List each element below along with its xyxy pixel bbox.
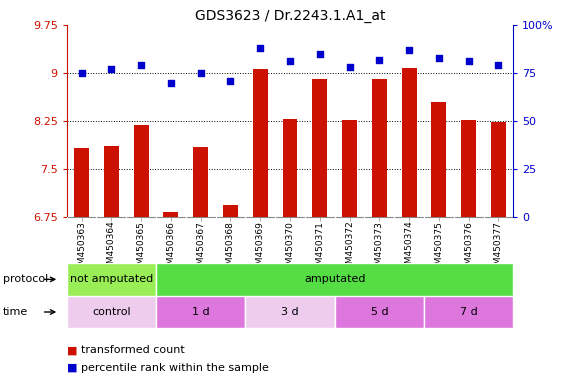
Text: GSM450365: GSM450365 bbox=[137, 221, 146, 276]
Text: amputated: amputated bbox=[304, 274, 365, 285]
Bar bbox=[335, 296, 424, 328]
Point bbox=[434, 55, 444, 61]
Bar bbox=[223, 205, 238, 217]
Point bbox=[107, 66, 116, 72]
Text: 1 d: 1 d bbox=[192, 307, 209, 317]
Text: ■: ■ bbox=[67, 345, 77, 355]
Bar bbox=[461, 120, 476, 217]
Bar bbox=[372, 79, 387, 217]
Point bbox=[464, 58, 473, 65]
Text: 3 d: 3 d bbox=[281, 307, 299, 317]
Point bbox=[136, 62, 146, 68]
Text: GSM450368: GSM450368 bbox=[226, 221, 235, 276]
Bar bbox=[74, 149, 89, 217]
Text: GSM450364: GSM450364 bbox=[107, 221, 116, 275]
Bar bbox=[312, 79, 327, 217]
Bar bbox=[164, 212, 178, 217]
Text: 7 d: 7 d bbox=[460, 307, 477, 317]
Bar bbox=[432, 102, 446, 217]
Text: control: control bbox=[92, 307, 130, 317]
Text: GSM450363: GSM450363 bbox=[77, 221, 86, 276]
Bar bbox=[133, 126, 148, 217]
Text: GSM450374: GSM450374 bbox=[405, 221, 414, 275]
Text: GSM450373: GSM450373 bbox=[375, 221, 384, 276]
Text: GSM450375: GSM450375 bbox=[434, 221, 443, 276]
Text: not amputated: not amputated bbox=[70, 274, 153, 285]
Bar bbox=[253, 69, 268, 217]
Bar bbox=[245, 296, 335, 328]
Bar bbox=[282, 119, 298, 217]
Text: percentile rank within the sample: percentile rank within the sample bbox=[81, 363, 269, 373]
Text: GSM450376: GSM450376 bbox=[464, 221, 473, 276]
Point bbox=[494, 62, 503, 68]
Text: GSM450366: GSM450366 bbox=[166, 221, 175, 276]
Text: time: time bbox=[3, 307, 28, 317]
Text: protocol: protocol bbox=[3, 274, 48, 285]
Bar bbox=[342, 120, 357, 217]
Bar bbox=[104, 146, 119, 217]
Text: GSM450369: GSM450369 bbox=[256, 221, 264, 276]
Bar bbox=[156, 296, 245, 328]
Text: GSM450367: GSM450367 bbox=[196, 221, 205, 276]
Bar bbox=[491, 122, 506, 217]
Text: 5 d: 5 d bbox=[371, 307, 388, 317]
Title: GDS3623 / Dr.2243.1.A1_at: GDS3623 / Dr.2243.1.A1_at bbox=[195, 8, 385, 23]
Point bbox=[226, 78, 235, 84]
Bar bbox=[193, 147, 208, 217]
Point bbox=[404, 47, 414, 53]
Point bbox=[345, 64, 354, 70]
Point bbox=[315, 51, 324, 57]
Point bbox=[166, 79, 176, 86]
Bar bbox=[67, 263, 156, 296]
Text: transformed count: transformed count bbox=[81, 345, 185, 355]
Point bbox=[375, 56, 384, 63]
Point bbox=[285, 58, 295, 65]
Point bbox=[256, 45, 265, 51]
Text: GSM450372: GSM450372 bbox=[345, 221, 354, 275]
Text: GSM450371: GSM450371 bbox=[316, 221, 324, 276]
Bar bbox=[424, 296, 513, 328]
Point bbox=[196, 70, 205, 76]
Point bbox=[77, 70, 86, 76]
Bar bbox=[156, 263, 513, 296]
Text: GSM450370: GSM450370 bbox=[285, 221, 295, 276]
Text: ■: ■ bbox=[67, 363, 77, 373]
Bar bbox=[67, 296, 156, 328]
Bar bbox=[401, 68, 416, 217]
Text: GSM450377: GSM450377 bbox=[494, 221, 503, 276]
